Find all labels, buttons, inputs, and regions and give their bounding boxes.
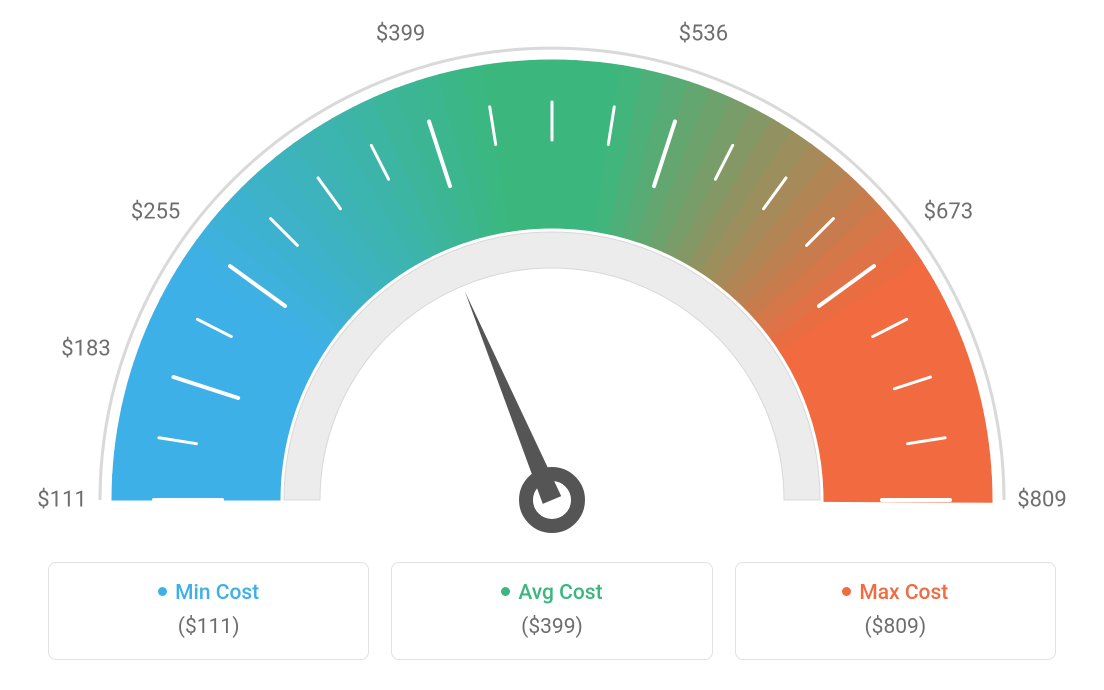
gauge-tick-label: $183 (61, 336, 110, 361)
legend-title-text: Avg Cost (518, 581, 602, 605)
legend-row: Min Cost ($111) Avg Cost ($399) Max Cost… (48, 562, 1056, 660)
gauge-chart: $111 $183 $255 $399 $536 $673 $809 (0, 0, 1104, 560)
gauge-svg (0, 0, 1104, 560)
legend-card-min: Min Cost ($111) (48, 562, 369, 660)
legend-card-max: Max Cost ($809) (735, 562, 1056, 660)
legend-dot-min (158, 587, 167, 596)
gauge-tick-label: $111 (37, 488, 86, 513)
legend-dot-avg (501, 587, 510, 596)
gauge-tick-label: $399 (376, 21, 425, 46)
gauge-tick-label: $536 (679, 21, 728, 46)
legend-title: Avg Cost (402, 581, 701, 605)
legend-value: ($111) (59, 615, 358, 639)
legend-title: Max Cost (746, 581, 1045, 605)
gauge-tick-label: $255 (131, 199, 180, 224)
legend-title: Min Cost (59, 581, 358, 605)
legend-title-text: Max Cost (859, 581, 948, 605)
legend-title-text: Min Cost (175, 581, 259, 605)
legend-dot-max (842, 587, 851, 596)
gauge-tick-label: $809 (1017, 488, 1066, 513)
legend-card-avg: Avg Cost ($399) (391, 562, 712, 660)
legend-value: ($399) (402, 615, 701, 639)
gauge-tick-label: $673 (924, 199, 973, 224)
legend-value: ($809) (746, 615, 1045, 639)
